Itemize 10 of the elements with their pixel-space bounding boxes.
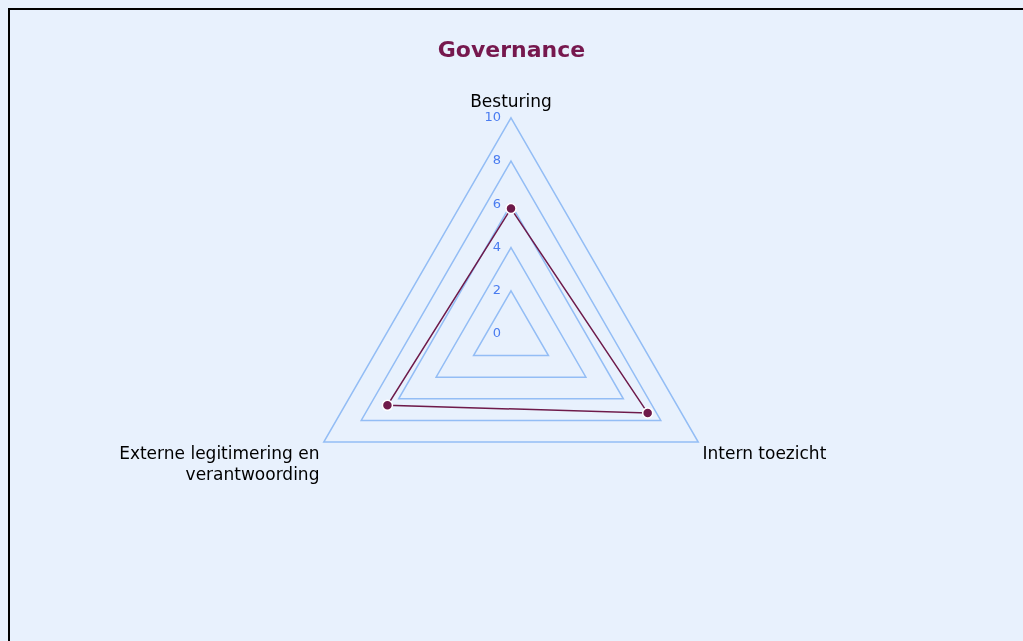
- y-tick-label: 6: [492, 195, 501, 211]
- y-tick-label: 2: [492, 282, 501, 298]
- chart-title: Governance: [437, 36, 586, 62]
- spoke-label: Externe legitimering en verantwoording: [119, 443, 320, 484]
- spoke-label: Intern toezicht: [702, 443, 827, 464]
- y-tick-label: 8: [492, 152, 501, 168]
- y-tick-label: 0: [492, 325, 501, 341]
- spoke-label: Besturing: [470, 91, 552, 112]
- y-tick-label: 4: [492, 238, 501, 254]
- y-tick-label: 10: [484, 109, 501, 125]
